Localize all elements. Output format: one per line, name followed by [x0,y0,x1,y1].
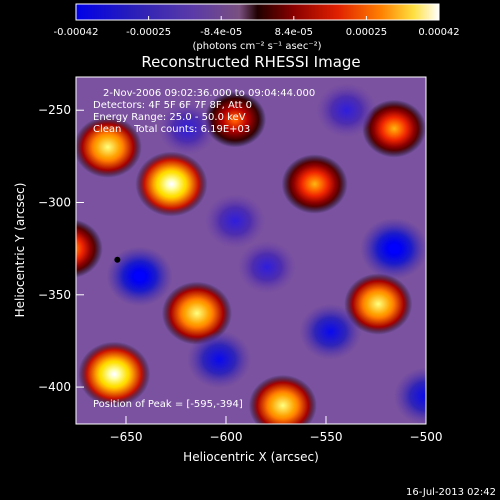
negative-lobe-blob [394,367,426,424]
bright-source-blob [248,374,317,424]
plot-frame [75,76,427,425]
x-tick-label: −550 [310,430,343,444]
bright-source-blob [161,281,232,345]
negative-lobe-blob [299,303,362,360]
colorbar-label: (photons cm⁻² s⁻¹ asec⁻²) [192,41,321,52]
negative-lobe-blob [316,83,377,138]
y-axis-ticks: −250 −300 −350 −400 [38,103,84,394]
annotation-block: 2-Nov-2006 09:02:36.000 to 09:04:44.000 … [93,88,315,135]
x-tick-label: −600 [210,430,243,444]
y-tick-label: −250 [38,103,71,117]
footer-timestamp: 16-Jul-2013 02:42 [406,487,496,498]
bright-source-blob [135,151,208,217]
colorbar-ticks: -0.00042 -0.00025 -8.4e-05 8.4e-05 0.00025 0.… [54,16,460,38]
x-tick-label: −500 [410,430,443,444]
bright-source-blob [281,154,348,214]
colorbar-tick-label: -8.4e-05 [200,27,242,38]
bright-source-blob [0,312,13,370]
centroid-marker [114,256,121,263]
x-tick-label: −650 [110,430,143,444]
bright-source-blob [76,116,142,178]
bright-source-blob [76,219,103,278]
colorbar-tick-label: 8.4e-05 [275,27,313,38]
negative-lobe-blob [0,173,14,232]
negative-lobe-blob [106,246,173,307]
bright-source-blob [204,91,267,148]
negative-lobe-blob [237,241,296,294]
bright-source-blob [362,99,426,158]
peak-position-label: Position of Peak = [-595,-394] [93,399,243,410]
bright-source-blob [344,273,413,335]
heatmap-image [0,83,426,424]
y-tick-label: −350 [38,288,71,302]
x-axis-ticks: −650 −600 −550 −500 [110,416,443,444]
colorbar-tick-label: -0.00025 [126,27,171,38]
negative-lobe-blob [187,330,252,389]
annotation-energy-range: Energy Range: 25.0 - 50.0 keV [93,112,246,123]
bright-source-blob [0,106,9,169]
chart-title: Reconstructed RHESSI Image [141,53,360,71]
y-tick-label: −400 [38,380,71,394]
colorbar-tick-label: -0.00042 [54,27,99,38]
y-tick-label: −300 [38,196,71,210]
colorbar-tick-label: 0.00025 [346,27,387,38]
annotation-total-counts: Clean Total counts: 6.19E+03 [93,124,250,135]
y-axis-label: Heliocentric Y (arcsec) [13,183,27,318]
negative-lobe-blob [360,218,426,280]
negative-lobe-blob [76,134,77,141]
annotation-time-range: 2-Nov-2006 09:02:36.000 to 09:04:44.000 [103,88,315,99]
colorbar-tick-label: 0.00042 [418,27,459,38]
bright-source-blob [78,341,151,407]
x-axis-label: Heliocentric X (arcsec) [183,450,319,464]
negative-lobe-blob [0,247,14,306]
colorbar [75,3,440,21]
annotation-detectors: Detectors: 4F 5F 6F 7F 8F, Att 0 [93,100,252,111]
negative-lobe-blob [158,102,217,155]
negative-lobe-blob [205,193,266,248]
